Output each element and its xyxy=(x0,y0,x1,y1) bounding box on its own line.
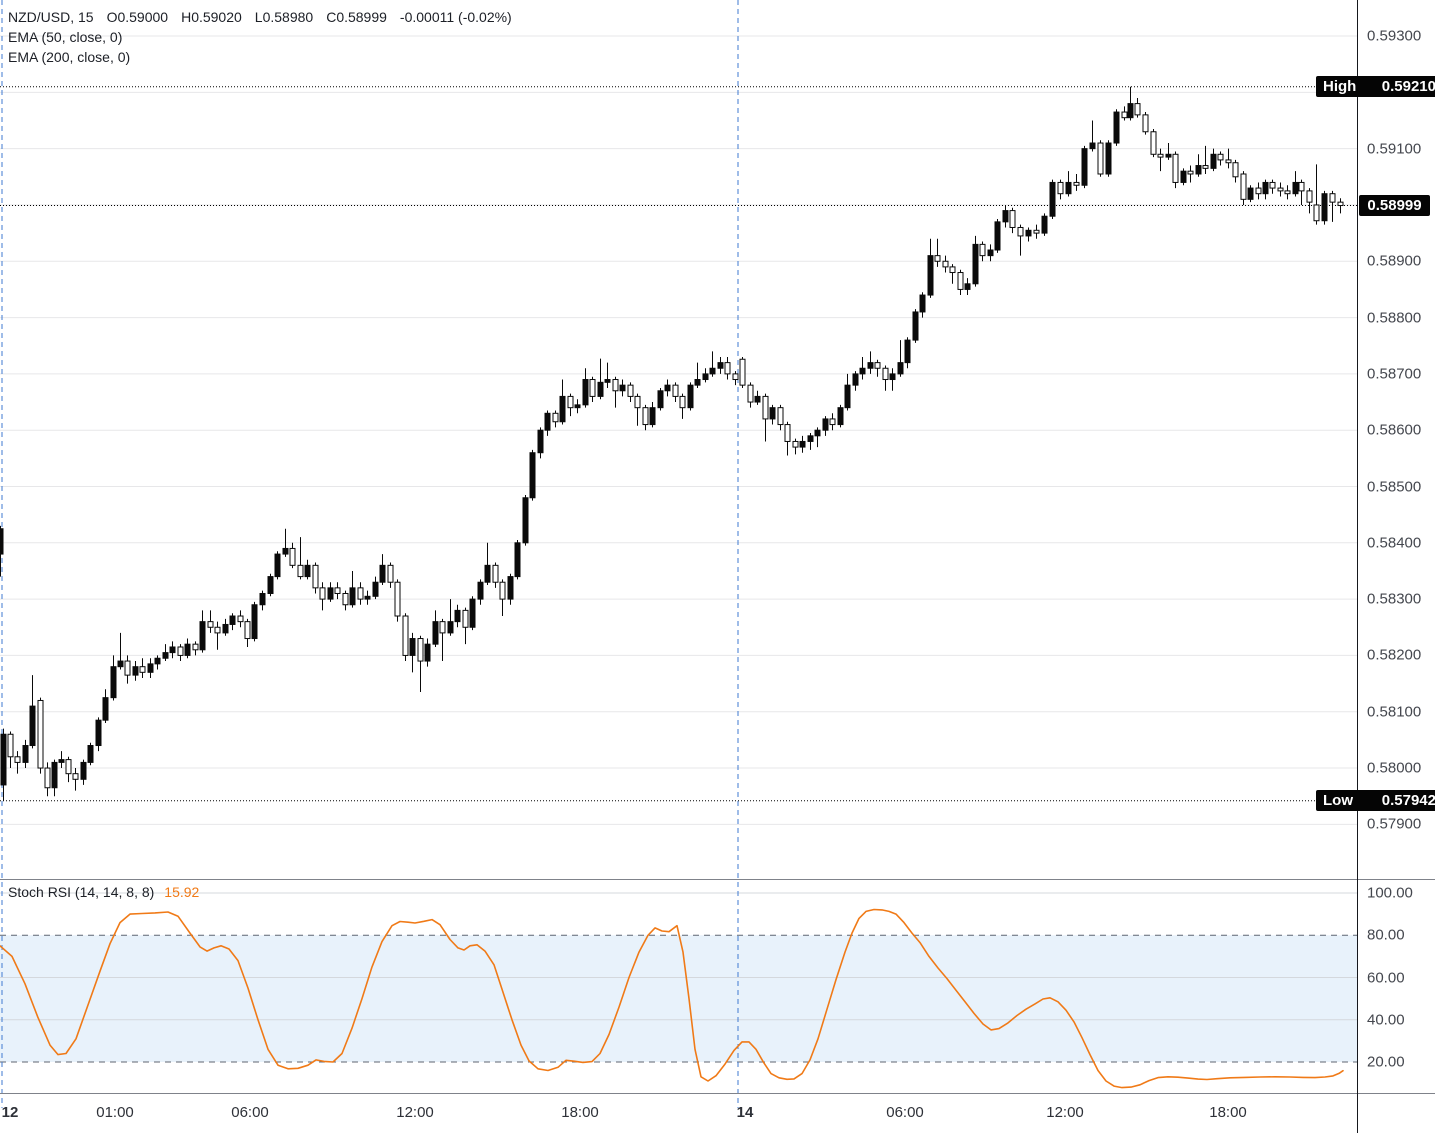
price-axis-label: 0.58800 xyxy=(1367,309,1422,327)
stoch-rsi-legend-row[interactable]: Stoch RSI (14, 14, 8, 8) 15.92 xyxy=(8,884,199,900)
ohlc-close: C0.58999 xyxy=(326,9,387,25)
ohlc-low: L0.58980 xyxy=(254,9,314,25)
price-axis-label: 0.58100 xyxy=(1367,703,1422,721)
time-axis-label: 18:00 xyxy=(561,1104,599,1121)
price-axis-label: 0.58900 xyxy=(1367,252,1422,270)
time-axis-label: 12:00 xyxy=(1046,1104,1084,1121)
ema50-label: EMA (50, close, 0) xyxy=(8,29,123,45)
rsi-axis-label: 40.00 xyxy=(1367,1011,1405,1029)
time-axis-label: 01:00 xyxy=(96,1104,134,1121)
symbol-legend-row[interactable]: NZD/USD, 15 O0.59000 H0.59020 L0.58980 C0.58… xyxy=(8,7,512,27)
time-axis-label: 18:00 xyxy=(1209,1104,1247,1121)
rsi-axis-label: 60.00 xyxy=(1367,969,1405,986)
price-axis-label: 0.58300 xyxy=(1367,590,1422,608)
price-axis-label: 0.59300 xyxy=(1367,27,1422,45)
ema200-legend-row[interactable]: EMA (200, close, 0) xyxy=(8,47,512,67)
symbol-title: NZD/USD, 15 xyxy=(8,9,94,25)
ema200-label: EMA (200, close, 0) xyxy=(8,49,131,65)
last-price-tag: 0.58999 xyxy=(1359,195,1430,217)
price-axis-label: 0.58400 xyxy=(1367,534,1422,552)
time-axis-date-label: 12 xyxy=(1,1104,19,1121)
time-axis-label: 12:00 xyxy=(396,1104,434,1121)
stoch-rsi-title: Stoch RSI (14, 14, 8, 8) xyxy=(8,884,155,900)
price-axis-label: 0.58000 xyxy=(1367,759,1422,777)
price-axis-label: 0.58200 xyxy=(1367,646,1422,664)
price-axis-label: 0.57900 xyxy=(1367,815,1422,833)
ema50-legend-row[interactable]: EMA (50, close, 0) xyxy=(8,27,512,47)
price-axis-label: 0.58500 xyxy=(1367,478,1422,495)
chart-legend: NZD/USD, 15 O0.59000 H0.59020 L0.58980 C0.58… xyxy=(8,7,512,67)
time-axis-date-label: 14 xyxy=(736,1104,754,1121)
price-axis-label: 0.58700 xyxy=(1367,365,1422,383)
low-tag-label: Low xyxy=(1323,792,1353,810)
rsi-axis-label: 20.00 xyxy=(1367,1053,1405,1071)
last-tag-value: 0.58999 xyxy=(1367,197,1422,215)
price-axis-label: 0.59100 xyxy=(1367,140,1422,158)
stoch-rsi-value: 15.92 xyxy=(164,884,200,900)
time-axis-label: 06:00 xyxy=(231,1104,269,1121)
time-axis-label: 06:00 xyxy=(886,1104,924,1121)
ohlc-open: O0.59000 xyxy=(106,9,169,25)
low-price-tag: Low 0.57942 xyxy=(1316,790,1435,812)
low-tag-value: 0.57942 xyxy=(1381,792,1435,810)
rsi-axis-label: 100.00 xyxy=(1367,884,1413,902)
high-tag-label: High xyxy=(1323,78,1357,96)
price-axis-label: 0.58600 xyxy=(1367,421,1422,439)
rsi-axis-label: 80.00 xyxy=(1367,926,1405,944)
high-price-tag: High 0.59210 xyxy=(1316,76,1435,98)
ohlc-high: H0.59020 xyxy=(181,9,242,25)
high-tag-value: 0.59210 xyxy=(1381,78,1435,96)
price-change: -0.00011 (-0.02%) xyxy=(399,9,512,25)
